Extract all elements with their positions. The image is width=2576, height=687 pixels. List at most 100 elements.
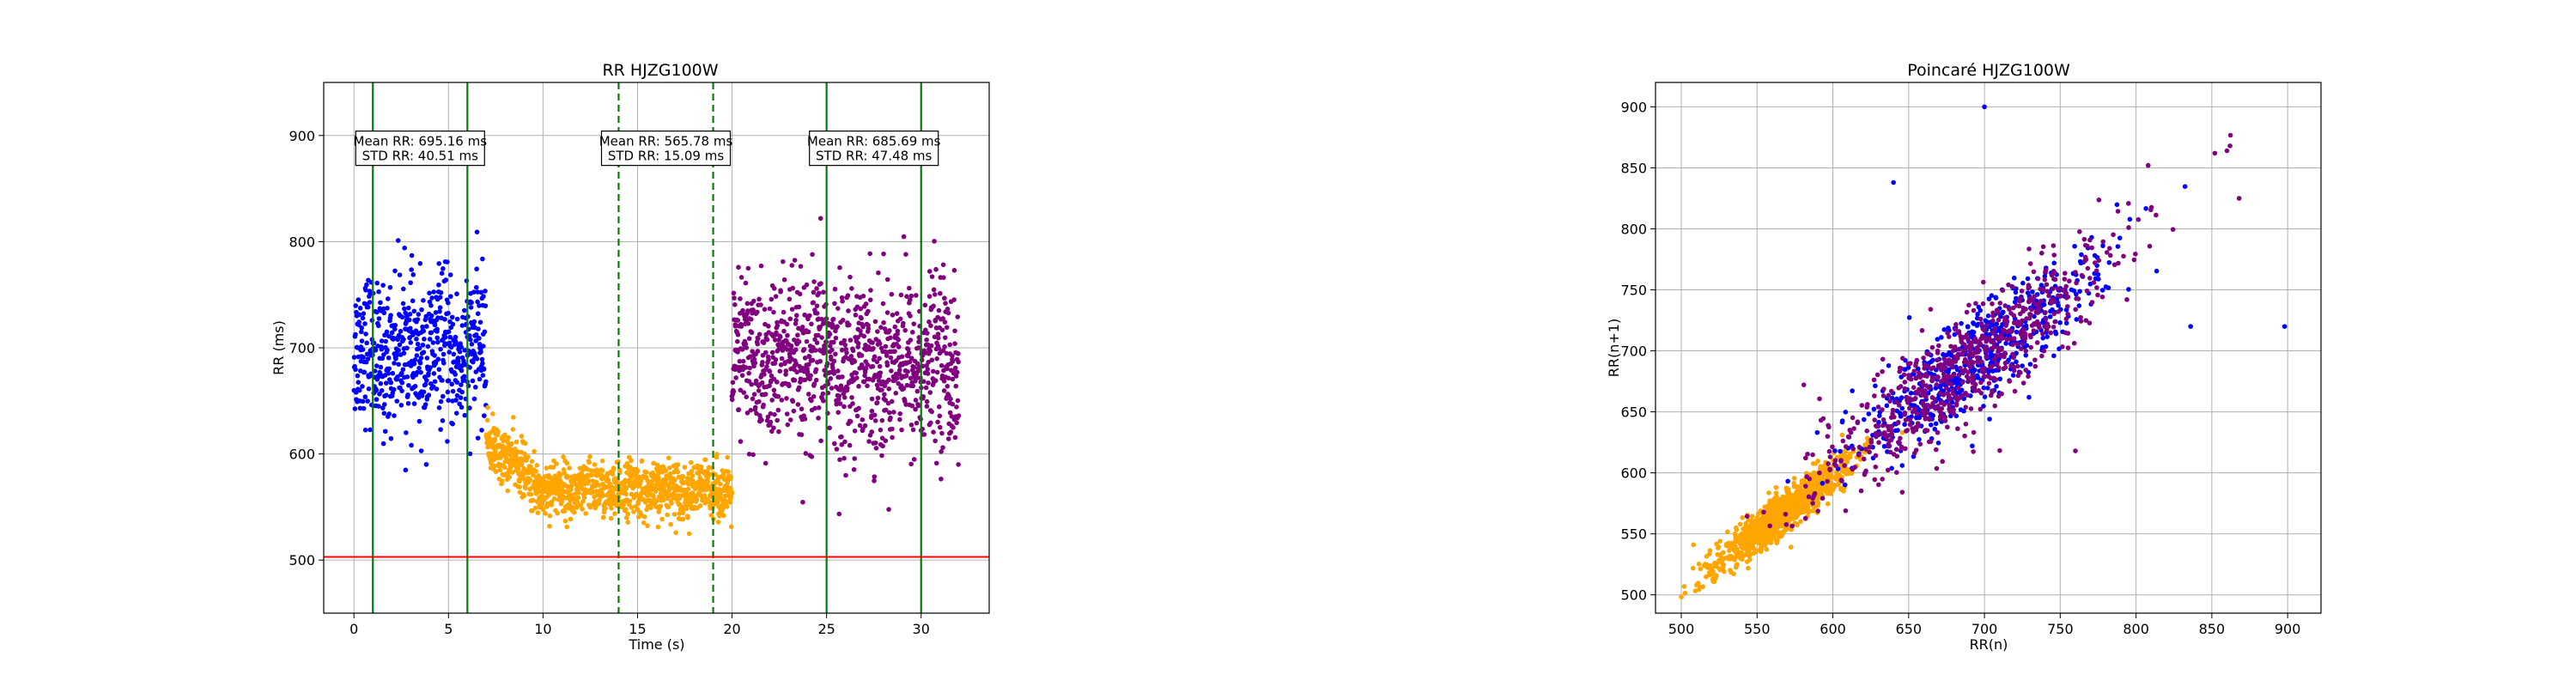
rr-point [550,465,556,470]
poincare-point [1861,416,1867,423]
rr-point [805,369,811,374]
rr-point [832,301,837,307]
rr-point [856,384,861,389]
poincare-point [1944,386,1949,391]
rr-point [743,365,749,370]
rr-point [454,392,460,398]
rr-point [453,398,459,403]
rr-point [436,367,442,372]
rr-point [855,335,860,340]
rr-point [947,410,953,416]
poincare-point [2041,301,2047,307]
rr-point [785,422,791,428]
rr-point [937,413,943,419]
rr-point [888,335,893,341]
poincare-point [1847,454,1852,459]
rr-point [422,402,428,407]
rr-point [635,507,641,513]
rr-point [377,392,382,397]
rr-point [892,349,897,354]
rr-point [908,337,914,343]
rr-point [787,316,793,322]
rr-point [380,306,386,312]
rr-point [811,289,817,295]
poincare-point [1846,471,1852,476]
poincare-point [1868,440,1874,445]
poincare-point [1928,307,1934,312]
rr-point [799,325,805,330]
rr-point [409,442,414,448]
poincare-point [2011,336,2017,341]
rr-point [477,341,483,347]
rr-point [380,283,386,288]
rr-point [774,330,779,336]
rr-point [796,385,802,391]
rr-point [885,400,891,406]
rr-point [430,384,436,389]
rr-point [945,307,951,312]
poincare-point [1902,422,1907,428]
rr-point [848,419,854,424]
rr-point [454,380,460,385]
rr-point [841,394,848,400]
poincare-point [1875,482,1881,488]
poincare-point [1795,508,1800,514]
rr-point [665,504,671,510]
rr-point [793,313,799,319]
rr-point [353,367,358,373]
poincare-point [2124,297,2129,302]
poincare-point [1791,480,1796,486]
poincare-point [1991,375,1996,381]
poincare-point [1768,537,1773,542]
rr-point [708,513,714,518]
rr-point [950,358,956,364]
poincare-point [2009,328,2014,333]
rr-point [625,520,631,525]
rr-point [407,312,413,317]
rr-point [426,392,432,398]
poincare-point [1728,569,1734,575]
poincare-point [1810,452,1815,458]
rr-point [388,380,394,386]
rr-point [737,358,743,364]
rr-point [886,377,891,383]
rr-point [755,349,761,354]
rr-point [906,350,912,356]
rr-point [402,306,407,312]
poincare-point [1961,349,1966,354]
rr-point [743,280,749,286]
poincare-point [1807,476,1813,482]
rr-x-axis-label: Time (s) [628,636,684,653]
rr-point [401,337,406,342]
rr-point [411,308,417,314]
rr-point [821,289,826,295]
rr-point [800,499,805,505]
poincare-point [1773,530,1778,535]
rr-point [522,441,528,447]
rr-point [400,367,406,373]
poincare-point [2051,353,2057,359]
rr-point [801,346,807,352]
poincare-point [2092,252,2098,258]
poincare-point [1747,547,1753,552]
rr-point [533,468,538,474]
poincare-point [2044,334,2050,339]
rr-point [911,364,917,370]
rr-point [735,318,741,323]
poincare-point [1758,528,1763,533]
rr-point [819,317,825,322]
rr-point [772,411,777,417]
rr-point [861,379,867,385]
rr-point [901,234,907,240]
rr-point [750,396,756,402]
poincare-point [2105,285,2111,290]
rr-point [799,432,805,438]
rr-point [883,407,889,413]
poincare-point [1913,375,1918,381]
rr-point [909,330,915,335]
rr-point [781,328,787,334]
rr-point [672,477,677,483]
rr-point [802,416,808,422]
rr-point [565,483,571,489]
poincare-point [1866,411,1872,416]
